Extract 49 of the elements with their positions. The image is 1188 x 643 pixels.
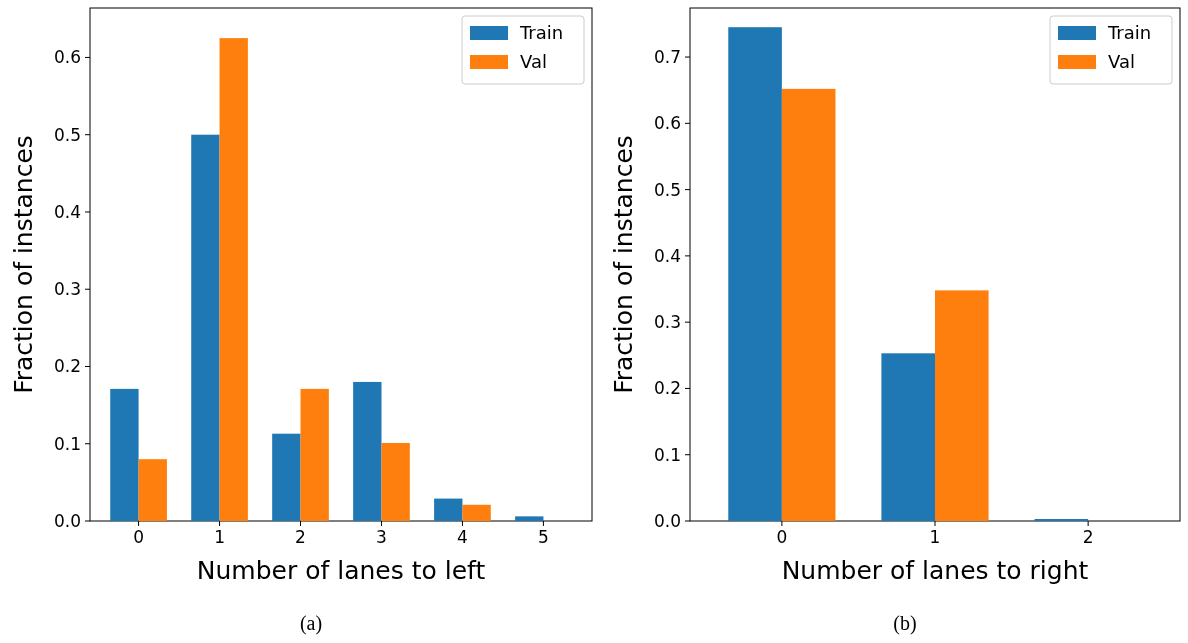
text: (a) (299, 612, 323, 635)
y-axis-title: Fraction of instances (9, 135, 38, 394)
x-tick-label: 5 (538, 527, 549, 547)
bar (728, 27, 782, 521)
legend-label: Val (1108, 51, 1135, 73)
x-tick-label: 2 (1082, 527, 1094, 547)
bar (381, 442, 410, 521)
x-tick-label: 1 (929, 527, 941, 547)
legend-label: Val (520, 51, 547, 73)
y-tick-label: 0.1 (653, 444, 681, 465)
bar (191, 134, 220, 521)
bar (781, 88, 836, 521)
x-tick-label: 0 (133, 527, 144, 547)
y-tick-label: 0.5 (653, 179, 681, 200)
y-tick-label: 0.3 (53, 279, 81, 300)
bar (219, 38, 248, 521)
bar (935, 290, 989, 521)
x-axis-title: Number of lanes to left (196, 556, 486, 585)
y-tick-label: 0.2 (53, 356, 81, 377)
y-tick-label: 0.1 (53, 433, 81, 454)
x-tick-label: 1 (214, 527, 225, 547)
bar (110, 388, 139, 521)
y-tick-label: 0.6 (653, 113, 681, 134)
text: (b) (893, 612, 917, 635)
y-tick-label: 0.7 (653, 47, 681, 67)
x-tick-label: 4 (457, 527, 468, 547)
y-tick-label: 0.3 (653, 312, 681, 333)
legend-label: Train (519, 22, 564, 44)
bar (515, 516, 544, 521)
bar (434, 498, 463, 521)
x-tick-label: 0 (776, 527, 788, 547)
bar (462, 504, 491, 521)
y-tick-label: 0.0 (653, 510, 681, 531)
bar (881, 353, 935, 521)
y-tick-label: 0.4 (53, 201, 81, 222)
x-tick-label: 3 (376, 527, 387, 547)
y-axis-title: Fraction of instances (609, 135, 638, 394)
bar (272, 433, 301, 521)
legend-label: Train (1107, 22, 1152, 44)
y-tick-label: 0.4 (653, 245, 681, 266)
x-tick-label: 2 (295, 527, 306, 547)
bar (300, 388, 329, 521)
x-axis-title: Number of lanes to right (781, 556, 1089, 585)
y-tick-label: 0.5 (53, 124, 81, 145)
y-tick-label: 0.0 (53, 510, 81, 531)
bar (353, 381, 382, 521)
bar (138, 459, 167, 521)
y-tick-label: 0.2 (653, 378, 681, 399)
y-tick-label: 0.6 (53, 47, 81, 68)
